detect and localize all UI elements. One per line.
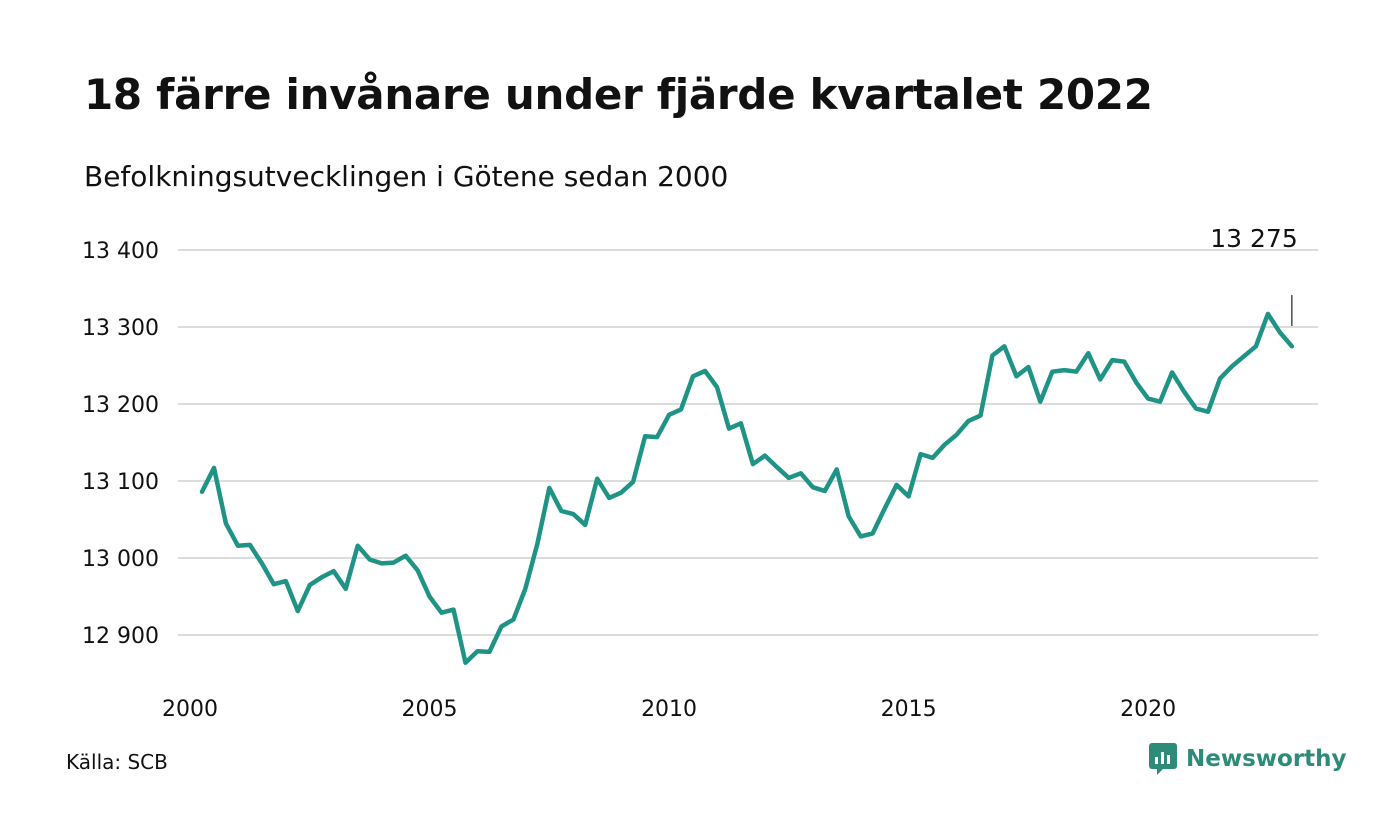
y-tick-label: 13 400 <box>82 239 159 264</box>
y-tick-label: 13 200 <box>82 393 159 418</box>
x-axis-tick-labels: 2000 2005 2010 2015 2020 <box>162 697 1176 722</box>
y-tick-label: 12 900 <box>82 624 159 649</box>
y-axis-tick-labels: 12 900 13 000 13 100 13 200 13 300 13 400 <box>82 239 159 649</box>
newsworthy-logo: Newsworthy <box>1148 742 1347 776</box>
chart-subtitle: Befolkningsutvecklingen i Götene sedan 2… <box>84 160 729 193</box>
x-tick-label: 2010 <box>641 697 697 722</box>
y-tick-label: 13 100 <box>82 470 159 495</box>
x-tick-label: 2020 <box>1120 697 1176 722</box>
chart-title: 18 färre invånare under fjärde kvartalet… <box>84 70 1153 119</box>
y-tick-label: 13 000 <box>82 547 159 572</box>
population-line <box>199 311 1295 665</box>
grid-lines <box>178 249 1318 636</box>
source-note: Källa: SCB <box>66 750 168 774</box>
x-tick-label: 2005 <box>402 697 458 722</box>
y-tick-label: 13 300 <box>82 316 159 341</box>
newsworthy-logo-icon <box>1149 743 1177 775</box>
x-tick-label: 2000 <box>162 697 218 722</box>
newsworthy-logo-text: Newsworthy <box>1186 746 1347 772</box>
annotation-label: 13 275 <box>1210 224 1297 253</box>
x-tick-label: 2015 <box>881 697 937 722</box>
